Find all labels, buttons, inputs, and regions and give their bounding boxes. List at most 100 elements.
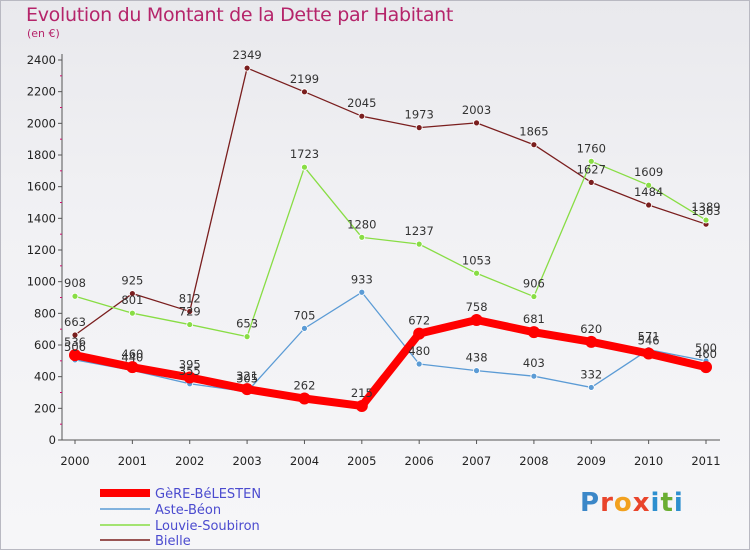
data-point-louvie-soubiron [473, 269, 480, 277]
data-point-aste-beon [473, 367, 480, 375]
data-label-aste-beon: 403 [523, 356, 545, 370]
data-label-aste-beon: 933 [351, 272, 373, 286]
y-tick-label: 1800 [27, 148, 56, 162]
legend-label-gere-belesten: GèRE-BéLESTEN [155, 487, 261, 502]
data-label-louvie-soubiron: 653 [236, 317, 258, 331]
data-label-louvie-soubiron: 801 [121, 293, 143, 307]
data-point-gere-belesten [241, 383, 254, 396]
y-tick-label: 0 [49, 433, 56, 447]
data-point-gere-belesten [527, 326, 540, 339]
data-label-louvie-soubiron: 729 [179, 305, 201, 319]
data-label-louvie-soubiron: 1053 [462, 253, 491, 267]
data-label-bielle: 2349 [232, 48, 261, 62]
data-label-aste-beon: 480 [408, 344, 430, 358]
y-tick-label: 1400 [27, 211, 56, 225]
data-label-aste-beon: 705 [293, 308, 315, 322]
data-label-louvie-soubiron: 906 [523, 277, 545, 291]
data-label-gere-belesten: 758 [466, 300, 488, 314]
y-tick-label: 800 [34, 306, 56, 320]
y-tick-label: 400 [34, 370, 56, 384]
data-point-bielle [301, 88, 308, 96]
logo-letter: i [650, 488, 661, 518]
x-tick-label: 2007 [462, 454, 491, 468]
data-point-gere-belesten [642, 347, 655, 360]
data-point-gere-belesten [355, 399, 368, 412]
data-point-louvie-soubiron [71, 292, 79, 300]
logo-letter: o [613, 488, 633, 518]
data-label-gere-belesten: 546 [638, 334, 660, 348]
y-tick-label: 1000 [27, 275, 56, 289]
data-point-louvie-soubiron [645, 181, 653, 189]
series-line-gere-belesten [71, 315, 710, 410]
data-label-gere-belesten: 536 [64, 335, 86, 349]
x-tick-label: 2001 [118, 454, 147, 468]
y-tick-label: 600 [34, 338, 56, 352]
x-tick-label: 2011 [691, 454, 720, 468]
legend-label-louvie-soubiron: Louvie-Soubiron [155, 519, 260, 534]
data-point-bielle [358, 112, 366, 120]
y-tick-label: 2400 [27, 53, 56, 67]
data-label-louvie-soubiron: 1389 [691, 200, 720, 214]
data-label-gere-belesten: 262 [293, 379, 315, 393]
data-point-gere-belesten [470, 313, 483, 326]
data-label-bielle: 1484 [634, 185, 663, 199]
logo-letter: x [632, 488, 651, 518]
legend-label-aste-beon: Aste-Béon [155, 503, 221, 518]
data-point-bielle [415, 124, 423, 132]
logo-letter: P [580, 488, 601, 518]
data-label-aste-beon: 355 [179, 364, 201, 378]
data-label-aste-beon: 438 [466, 351, 488, 365]
data-label-louvie-soubiron: 1723 [290, 147, 319, 161]
x-tick-label: 2000 [60, 454, 89, 468]
data-point-gere-belesten [69, 349, 81, 362]
x-tick-label: 2004 [290, 454, 319, 468]
data-label-bielle: 1363 [691, 204, 720, 218]
data-label-aste-beon: 305 [236, 372, 258, 386]
data-point-louvie-soubiron [702, 216, 710, 224]
data-label-gere-belesten: 215 [351, 386, 373, 400]
data-label-louvie-soubiron: 1609 [634, 165, 663, 179]
x-tick-label: 2010 [634, 454, 663, 468]
data-label-bielle: 1973 [405, 108, 434, 122]
data-point-louvie-soubiron [415, 240, 423, 248]
proxiti-logo: Proxiti [580, 488, 684, 518]
data-point-gere-belesten [126, 361, 139, 374]
y-tick-label: 200 [34, 401, 56, 415]
data-label-louvie-soubiron: 908 [64, 276, 86, 290]
data-label-bielle: 2045 [347, 96, 376, 110]
data-label-bielle: 2003 [462, 103, 491, 117]
x-tick-label: 2006 [405, 454, 434, 468]
data-label-bielle: 663 [64, 315, 86, 329]
data-point-louvie-soubiron [530, 293, 538, 300]
x-tick-label: 2009 [577, 454, 606, 468]
data-point-bielle [587, 178, 595, 186]
data-point-louvie-soubiron [301, 163, 308, 171]
series-line-louvie-soubiron [74, 160, 707, 338]
data-label-bielle: 1865 [519, 125, 548, 139]
data-point-louvie-soubiron [587, 157, 595, 165]
data-label-louvie-soubiron: 1280 [347, 217, 376, 231]
data-point-aste-beon [415, 360, 423, 368]
data-label-aste-beon: 500 [695, 341, 717, 355]
data-point-louvie-soubiron [128, 309, 136, 317]
x-tick-label: 2002 [175, 454, 204, 468]
data-point-gere-belesten [183, 371, 196, 384]
data-point-aste-beon [301, 324, 308, 332]
data-point-bielle [530, 141, 538, 149]
data-point-bielle [645, 201, 653, 209]
data-label-aste-beon: 571 [638, 330, 660, 344]
y-tick-label: 1200 [27, 243, 56, 257]
data-point-bielle [71, 331, 79, 339]
y-unit-label: (en €) [27, 27, 60, 40]
data-label-bielle: 2199 [290, 72, 319, 86]
data-point-bielle [473, 119, 480, 127]
x-tick-label: 2008 [519, 454, 548, 468]
logo-letter: t [660, 488, 674, 518]
data-point-gere-belesten [413, 327, 426, 340]
data-point-gere-belesten [700, 361, 712, 374]
data-label-louvie-soubiron: 1237 [405, 224, 434, 238]
data-point-bielle [128, 290, 136, 297]
data-label-bielle: 1627 [577, 162, 606, 176]
data-point-aste-beon [530, 372, 538, 380]
logo-letter: r [600, 488, 614, 518]
